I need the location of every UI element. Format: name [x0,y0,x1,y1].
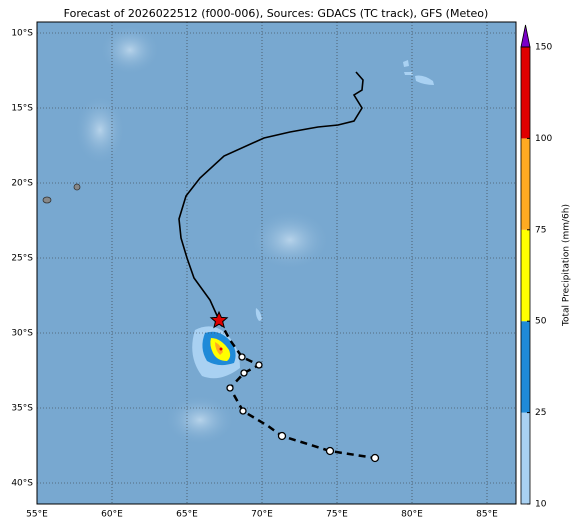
lon-label: 55°E [26,510,48,520]
lat-label: 10°S [11,29,33,39]
lon-label: 70°E [251,510,273,520]
past-track [178,71,364,321]
forecast-point [325,446,335,456]
map [36,21,517,505]
colorbar-segment [521,412,530,504]
lon-label: 60°E [101,510,123,520]
cloud [250,210,330,270]
colorbar-tick-label: 50 [535,317,547,327]
forecast-point [239,407,247,415]
forecast-point [226,384,234,392]
title: Forecast of 2026022512 (f000-006), Sourc… [64,7,489,20]
cloud [100,25,160,75]
rain-area [219,347,223,351]
colorbar-tick-label: 75 [535,225,546,235]
colorbar-segment [521,138,530,230]
colorbar-extension [520,24,531,48]
colorbar-tick-label: 100 [535,134,552,144]
colorbar-tick-label: 25 [535,408,546,418]
lon-label: 75°E [326,510,348,520]
colorbar: 10 25 50 75 100 150 [520,24,552,510]
colorbar-tick-label: 150 [535,43,552,53]
lat-label: 20°S [11,179,33,189]
colorbar-tick-label: 10 [535,500,547,510]
forecast-point [238,353,246,361]
cloud [75,95,125,165]
lat-label: 35°S [11,404,33,414]
forecast-point [255,361,263,369]
lat-label: 25°S [11,254,33,264]
colorbar-frame [520,46,531,505]
lon-label: 85°E [476,510,498,520]
storm-position [209,310,229,329]
lon-label: 65°E [176,510,198,520]
colorbar-segment [521,321,530,413]
lat-label: 30°S [11,329,33,339]
cloud [165,395,235,445]
forecast-points [226,353,380,463]
colorbar-segment [521,47,530,139]
colorbar-label: Total Precipitation (mm/6h) [562,204,572,327]
lon-label: 80°E [401,510,423,520]
rain-area [215,342,223,355]
colorbar-segment [521,229,530,322]
forecast-point [277,431,287,441]
forecast-point [240,369,248,377]
forecast-point [370,453,380,463]
island [42,196,52,204]
lat-label: 15°S [11,104,33,114]
map-frame [36,21,517,505]
lat-label: 40°S [11,479,33,489]
island [73,183,81,191]
